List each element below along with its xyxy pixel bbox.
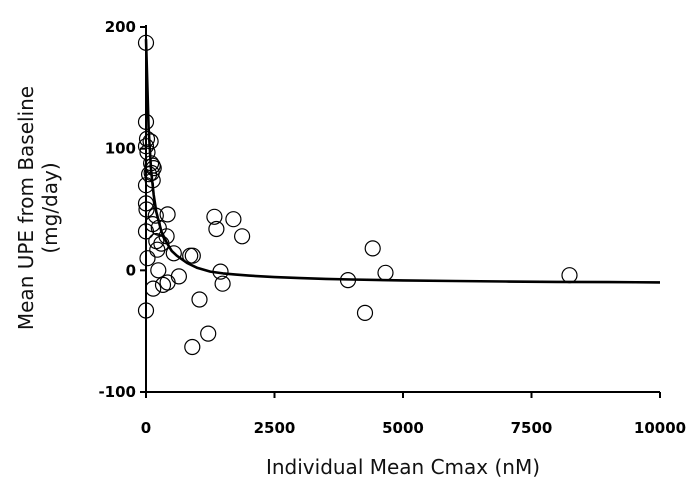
data-point xyxy=(147,207,164,224)
fit-curve-layer xyxy=(144,39,661,284)
x-axis-title: Individual Mean Cmax (nM) xyxy=(266,455,540,479)
data-point xyxy=(208,220,225,238)
data-point xyxy=(159,206,176,223)
data-point xyxy=(356,304,374,321)
data-point xyxy=(214,275,231,292)
data-point xyxy=(138,130,156,147)
data-point xyxy=(561,267,578,284)
data-point xyxy=(191,291,208,308)
y-tick-label: 100 xyxy=(105,140,136,158)
x-tick-label: 0 xyxy=(141,419,151,437)
data-point xyxy=(170,268,187,285)
data-point xyxy=(137,302,155,319)
data-point xyxy=(139,250,156,267)
data-point xyxy=(159,274,176,291)
data-point xyxy=(212,263,229,280)
axes xyxy=(145,25,660,393)
fit-curve-line xyxy=(144,39,661,284)
data-point xyxy=(165,245,182,262)
data-point xyxy=(137,177,155,194)
data-points-layer xyxy=(137,34,578,356)
x-tick-label: 2500 xyxy=(254,419,296,437)
data-point xyxy=(184,338,201,356)
y-tick-label: -100 xyxy=(98,383,136,401)
data-point xyxy=(200,325,217,342)
data-point xyxy=(137,34,155,51)
data-point xyxy=(145,280,162,297)
x-tick-label: 10000 xyxy=(634,419,686,437)
data-point xyxy=(377,264,394,281)
data-point xyxy=(234,228,251,245)
data-point xyxy=(149,241,166,258)
data-point xyxy=(339,272,357,289)
data-point xyxy=(137,138,155,155)
data-point xyxy=(154,276,172,293)
data-point xyxy=(137,195,155,212)
data-point xyxy=(137,223,155,240)
data-point xyxy=(364,240,381,257)
y-tick-label: 200 xyxy=(105,18,136,36)
data-point xyxy=(137,113,155,131)
data-point xyxy=(206,208,223,225)
x-tick-label: 7500 xyxy=(511,419,553,437)
data-point xyxy=(150,262,167,279)
data-point xyxy=(225,211,242,228)
x-tick-label: 5000 xyxy=(382,419,424,437)
y-axis-title-line2: (mg/day) xyxy=(38,162,62,253)
x-axis-ticks: 0 2500 5000 7500 10000 xyxy=(141,392,686,437)
y-axis-title-line1: Mean UPE from Baseline xyxy=(14,86,38,330)
y-tick-label: 0 xyxy=(126,261,136,279)
data-point xyxy=(143,155,160,172)
data-point xyxy=(138,201,155,218)
data-point xyxy=(184,247,201,264)
data-point xyxy=(142,133,159,150)
